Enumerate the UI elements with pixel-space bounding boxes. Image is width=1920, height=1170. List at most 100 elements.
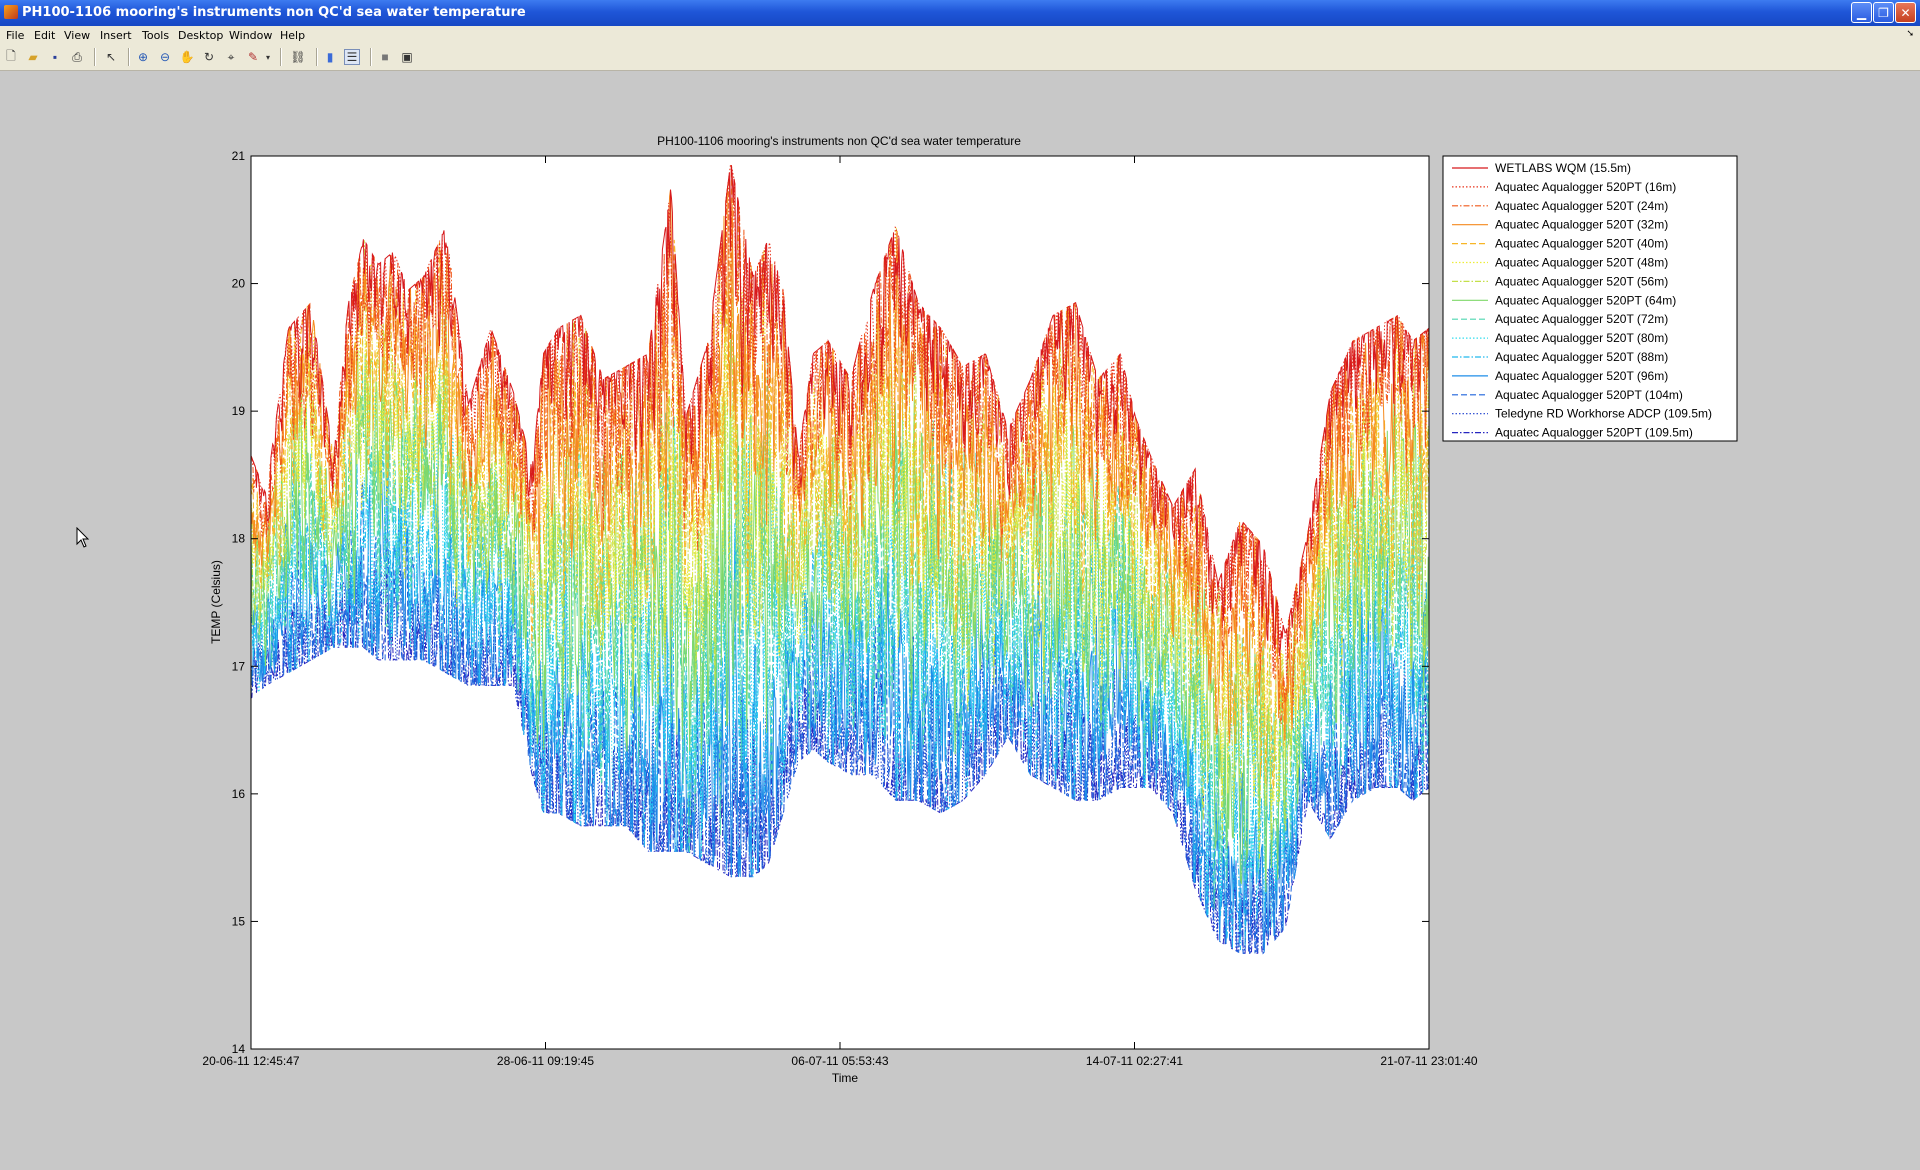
menu-tools[interactable]: Tools [142,29,170,42]
y-tick-label: 18 [232,532,246,546]
legend-entry: Aquatec Aqualogger 520T (56m) [1495,274,1668,288]
minimize-button[interactable]: ▁ [1851,2,1872,23]
series-layer [250,164,1430,955]
legend-entry: Aquatec Aqualogger 520PT (64m) [1495,293,1676,307]
menu-bar: File Edit View Insert Tools Desktop Wind… [0,26,1920,44]
legend-entry: Aquatec Aqualogger 520T (80m) [1495,331,1668,345]
series-line [250,164,1430,789]
hide-plot-tools-button[interactable]: ■ [377,49,393,65]
legend-icon: ☰ [346,50,358,64]
figure-toolbar: 🗋 ▰ ▪ ⎙ ↖ ⊕ ⊖ ✋ ↻ ⌖ ✎ ▾ ⛓ ▮ ☰ ■ ▣ [0,44,1920,71]
rotate-icon: ↻ [203,50,215,64]
zoom-out-button[interactable]: ⊖ [157,49,173,65]
legend-entry: WETLABS WQM (15.5m) [1495,161,1631,175]
y-axis-label: TEMP (Celsius) [209,560,223,644]
legend-entry: Aquatec Aqualogger 520PT (16m) [1495,180,1676,194]
pan-button[interactable]: ✋ [179,49,195,65]
open-file-button[interactable]: ▰ [25,49,41,65]
zoom-in-button[interactable]: ⊕ [135,49,151,65]
chevron-down-icon: ▾ [265,52,270,62]
series-line [250,464,1430,953]
data-cursor-button[interactable]: ⌖ [223,49,239,65]
series-line [250,187,1430,744]
link-icon: ⛓ [290,50,306,64]
y-tick-label: 15 [232,914,246,928]
menu-edit[interactable]: Edit [34,29,56,42]
x-axis-label: Time [832,1071,859,1085]
x-tick-label: 28-06-11 09:19:45 [497,1054,595,1068]
show-tools-icon: ▣ [401,50,413,64]
edit-plot-button[interactable]: ↖ [103,49,119,65]
new-figure-button[interactable]: 🗋 [3,49,19,65]
series-line [250,376,1430,928]
legend-entry: Aquatec Aqualogger 520PT (104m) [1495,388,1683,402]
legend-entry: Aquatec Aqualogger 520PT (109.5m) [1495,426,1693,440]
legend-entry: Aquatec Aqualogger 520T (48m) [1495,256,1668,270]
hand-icon: ✋ [179,50,195,64]
save-button[interactable]: ▪ [47,49,63,65]
print-button[interactable]: ⎙ [69,49,85,65]
menu-file[interactable]: File [6,29,25,42]
zoom-in-icon: ⊕ [137,50,149,64]
zoom-out-icon: ⊖ [159,50,171,64]
insert-colorbar-button[interactable]: ▮ [322,49,338,65]
menu-insert[interactable]: Insert [100,29,132,42]
legend-box[interactable] [1442,155,1738,442]
legend-entry: Aquatec Aqualogger 520T (24m) [1495,199,1668,213]
x-axis: 20-06-11 12:45:47 28-06-11 09:19:45 06-07-… [202,156,1478,1068]
figure-canvas: PH100-1106 mooring's instruments non QC'… [202,134,1738,1085]
insert-legend-button[interactable]: ☰ [344,49,360,65]
menu-desktop[interactable]: Desktop [178,29,224,42]
floppy-icon: ▪ [52,50,58,64]
colorbar-icon: ▮ [326,50,334,64]
y-tick-label: 16 [232,787,246,801]
brush-button[interactable]: ✎ [245,49,261,65]
y-tick-label: 21 [232,149,246,163]
chart-title: PH100-1106 mooring's instruments non QC'… [657,134,1021,148]
close-icon: ✕ [1900,6,1911,20]
series-line [250,164,1430,656]
legend-entry: Aquatec Aqualogger 520T (96m) [1495,369,1668,383]
toolbar-separator [94,48,96,66]
matlab-icon [4,5,18,19]
series-line [250,227,1430,809]
toolbar-separator [316,48,318,66]
close-button[interactable]: ✕ [1895,2,1916,23]
y-tick-label: 14 [232,1042,246,1056]
new-file-icon: 🗋 [6,48,16,63]
menu-help[interactable]: Help [280,29,306,42]
brush-icon: ✎ [247,50,259,64]
show-plot-tools-button[interactable]: ▣ [399,49,415,65]
printer-icon: ⎙ [72,49,82,64]
restore-button[interactable]: ❐ [1873,2,1894,23]
minimize-icon: ▁ [1856,6,1867,20]
link-plot-button[interactable]: ⛓ [290,49,306,65]
y-tick-label: 17 [232,659,246,673]
toolbar-separator [280,48,282,66]
x-tick-label: 20-06-11 12:45:47 [202,1054,300,1068]
dock-figure-icon[interactable]: ➘ [1906,29,1914,39]
window-title: PH100-1106 mooring's instruments non QC'… [22,5,526,20]
toolbar-separator [370,48,372,66]
x-tick-label: 21-07-11 23:01:40 [1380,1054,1478,1068]
restore-icon: ❐ [1878,6,1889,20]
y-tick-label: 19 [232,404,246,418]
legend-entry: Aquatec Aqualogger 520T (32m) [1495,218,1668,232]
legend[interactable]: WETLABS WQM (15.5m) Aquatec Aqualogger 52… [1442,155,1738,442]
data-cursor-icon: ⌖ [227,49,235,64]
legend-entry: Aquatec Aqualogger 520T (40m) [1495,237,1668,251]
hide-tools-icon: ■ [381,50,389,64]
x-tick-label: 14-07-11 02:27:41 [1086,1054,1184,1068]
legend-entry: Teledyne RD Workhorse ADCP (109.5m) [1495,407,1712,421]
menu-window[interactable]: Window [229,29,273,42]
y-axis: 14 15 16 17 18 19 20 21 [232,149,1429,1056]
window-title-bar[interactable]: PH100-1106 mooring's instruments non QC'… [0,0,1920,26]
menu-view[interactable]: View [64,29,91,42]
series-line [250,440,1430,951]
rotate-3d-button[interactable]: ↻ [201,49,217,65]
folder-icon: ▰ [28,50,38,64]
toolbar-separator [128,48,130,66]
legend-entry: Aquatec Aqualogger 520T (88m) [1495,350,1668,364]
brush-menu-button[interactable]: ▾ [263,49,273,65]
legend-entry: Aquatec Aqualogger 520T (72m) [1495,312,1668,326]
